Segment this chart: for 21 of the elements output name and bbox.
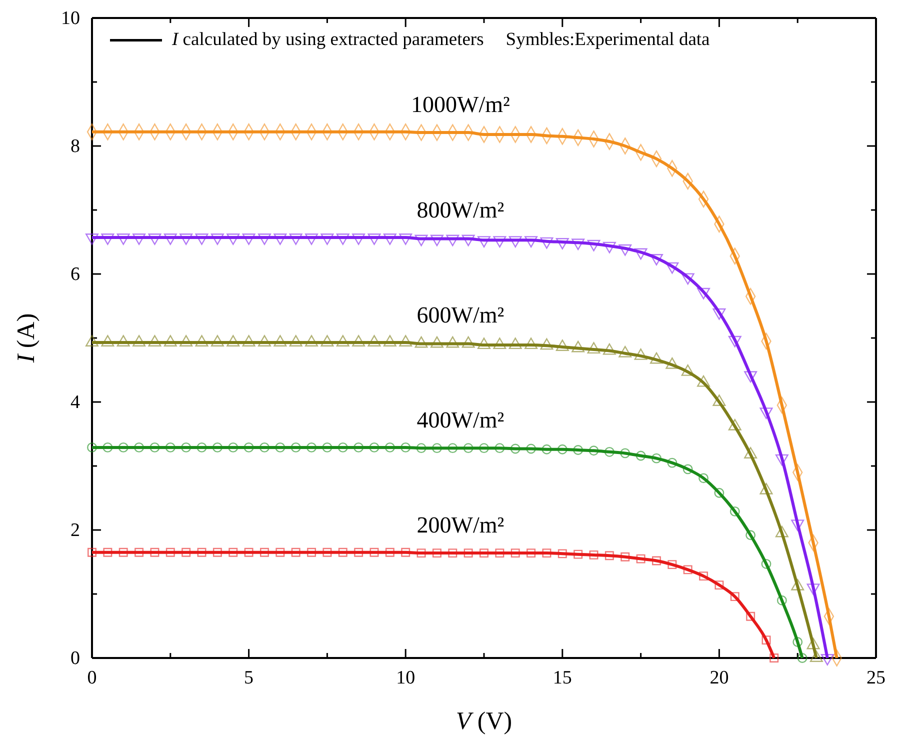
y-tick-label: 6 xyxy=(70,264,80,286)
series-label: 600W/m² xyxy=(416,302,504,328)
series-label: 800W/m² xyxy=(416,198,504,223)
x-axis-title: V (V) xyxy=(456,708,512,735)
y-tick-label: 0 xyxy=(70,648,80,670)
x-tick-label: 0 xyxy=(87,667,97,688)
x-tick-label: 25 xyxy=(866,667,886,688)
x-tick-label: 10 xyxy=(396,667,416,688)
series-label: 200W/m² xyxy=(416,512,504,538)
y-tick-label: 10 xyxy=(61,8,80,30)
y-tick-label: 8 xyxy=(70,136,80,158)
x-tick-label: 20 xyxy=(710,667,729,688)
x-tick-label: 5 xyxy=(244,667,254,688)
x-tick-label: 15 xyxy=(552,667,572,688)
y-axis-title: I (A) xyxy=(13,313,40,364)
annotation: Symbles:Experimental data xyxy=(506,30,710,50)
series-label: 1000W/m² xyxy=(411,92,510,117)
series-label: 400W/m² xyxy=(416,407,504,432)
y-tick-label: 4 xyxy=(70,392,80,414)
y-tick-label: 2 xyxy=(70,520,80,542)
annotation: I calculated by using extracted parameters xyxy=(171,30,484,50)
